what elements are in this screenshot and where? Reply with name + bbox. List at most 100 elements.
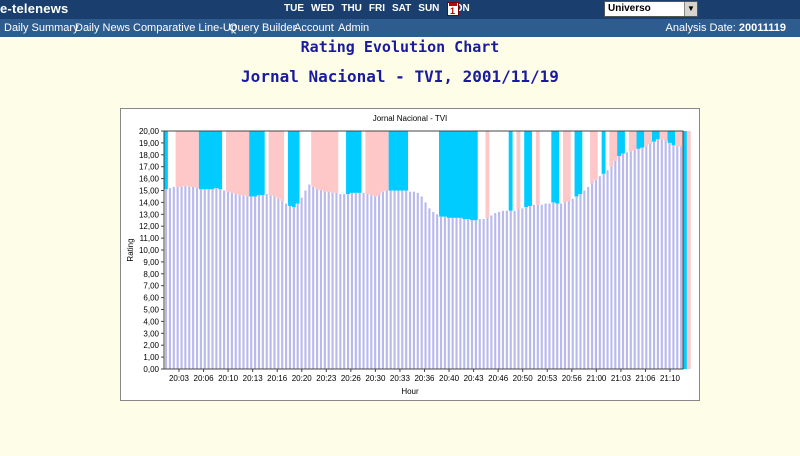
rating-bar bbox=[621, 153, 625, 369]
rating-bar bbox=[656, 139, 659, 369]
rating-bar bbox=[652, 141, 656, 369]
analysis-date: Analysis Date: 20011119 bbox=[666, 22, 787, 34]
rating-bar bbox=[583, 190, 586, 369]
x-tick-label: 20:06 bbox=[194, 374, 215, 383]
day-thu[interactable]: THU bbox=[341, 3, 362, 14]
rating-bar bbox=[556, 203, 559, 369]
y-tick-label: 5,00 bbox=[143, 306, 159, 315]
rating-bar bbox=[439, 216, 443, 369]
rating-bar bbox=[207, 189, 210, 369]
y-tick-label: 18,00 bbox=[139, 151, 160, 160]
rating-bar bbox=[265, 194, 268, 369]
rating-bar bbox=[598, 176, 601, 369]
rating-bar bbox=[428, 208, 431, 369]
rating-bar bbox=[629, 151, 632, 369]
rating-bar bbox=[633, 150, 636, 369]
x-tick-label: 20:16 bbox=[267, 374, 288, 383]
x-tick-label: 20:26 bbox=[341, 374, 362, 383]
day-sun[interactable]: SUN bbox=[418, 3, 440, 14]
rating-bar bbox=[660, 139, 663, 369]
rating-bar bbox=[292, 207, 295, 369]
x-tick-label: 20:30 bbox=[365, 374, 386, 383]
analysis-date-value: 20011119 bbox=[738, 22, 786, 34]
nav-daily-summary[interactable]: Daily Summary bbox=[4, 22, 79, 34]
day-selector: TUE WED THU FRI SAT SUN MON bbox=[284, 3, 470, 14]
y-tick-label: 1,00 bbox=[143, 353, 159, 362]
rating-bar bbox=[408, 191, 412, 369]
rating-bar bbox=[192, 186, 195, 369]
x-tick-label: 21:06 bbox=[635, 374, 656, 383]
y-tick-label: 9,00 bbox=[143, 258, 159, 267]
y-tick-label: 8,00 bbox=[143, 270, 159, 279]
nav-daily-news[interactable]: Daily News bbox=[75, 22, 131, 34]
rating-bar bbox=[339, 194, 342, 369]
rating-bar bbox=[242, 195, 245, 369]
rating-bar bbox=[331, 192, 334, 369]
rating-bar bbox=[316, 189, 319, 369]
rating-bar bbox=[281, 201, 284, 369]
rating-bar bbox=[226, 191, 230, 369]
calendar-icon[interactable]: 1 bbox=[447, 2, 459, 16]
y-tick-label: 4,00 bbox=[143, 317, 159, 326]
day-wed[interactable]: WED bbox=[311, 3, 335, 14]
page-title: Rating Evolution Chart bbox=[300, 38, 500, 56]
day-fri[interactable]: FRI bbox=[368, 3, 386, 14]
rating-bar bbox=[273, 196, 276, 369]
rating-bar bbox=[389, 190, 392, 369]
rating-bar bbox=[358, 192, 361, 369]
rating-bar bbox=[447, 217, 450, 369]
rating-bar bbox=[312, 186, 315, 369]
rating-bar bbox=[548, 203, 551, 369]
rating-bar bbox=[254, 196, 257, 369]
rating-bar bbox=[505, 210, 508, 369]
rating-bar bbox=[238, 195, 241, 369]
rating-bar bbox=[199, 189, 202, 369]
rating-bar bbox=[188, 186, 191, 369]
rating-bar bbox=[366, 194, 369, 369]
rating-bar bbox=[594, 179, 598, 369]
nav-admin[interactable]: Admin bbox=[338, 22, 370, 34]
chart-panel: Jornal Nacional - TVI Rating Hour 0,00 1,… bbox=[120, 108, 700, 401]
rating-bars bbox=[164, 139, 684, 369]
calendar-ring bbox=[449, 3, 457, 6]
program-band bbox=[683, 131, 687, 369]
rating-bar bbox=[680, 146, 683, 369]
rating-bar bbox=[223, 190, 226, 369]
y-tick-label: 13,00 bbox=[139, 210, 160, 219]
rating-bar bbox=[412, 191, 415, 369]
rating-bar bbox=[215, 188, 218, 369]
y-tick-label: 20,00 bbox=[139, 127, 160, 136]
y-tick-label: 0,00 bbox=[143, 365, 159, 374]
day-sat[interactable]: SAT bbox=[392, 3, 412, 14]
rating-bar bbox=[319, 190, 323, 369]
rating-bar bbox=[184, 185, 187, 369]
rating-chart: Jornal Nacional - TVI Rating Hour 0,00 1,… bbox=[126, 114, 691, 396]
y-tick-label: 15,00 bbox=[139, 187, 160, 196]
rating-bar bbox=[641, 147, 644, 369]
rating-bar bbox=[288, 205, 292, 369]
rating-bar bbox=[172, 186, 175, 369]
rating-bar bbox=[327, 191, 330, 369]
rating-bar bbox=[432, 211, 435, 369]
universe-select[interactable]: Universo ▼ bbox=[604, 1, 698, 17]
x-tick-label: 20:33 bbox=[390, 374, 411, 383]
y-tick-label: 3,00 bbox=[143, 329, 159, 338]
rating-bar bbox=[625, 152, 629, 369]
rating-bar bbox=[482, 219, 485, 369]
rating-bar bbox=[285, 203, 288, 369]
chevron-down-icon[interactable]: ▼ bbox=[684, 2, 697, 16]
rating-bar bbox=[540, 204, 543, 369]
nav-account[interactable]: Account bbox=[294, 22, 334, 34]
y-tick-label: 14,00 bbox=[139, 198, 160, 207]
nav-query-builder[interactable]: Query Builder bbox=[229, 22, 297, 34]
rating-bar bbox=[405, 190, 408, 369]
rating-bar bbox=[532, 204, 536, 369]
day-tue[interactable]: TUE bbox=[284, 3, 304, 14]
rating-bar bbox=[563, 202, 567, 369]
rating-bar bbox=[672, 145, 675, 369]
nav-comparative-line-up[interactable]: Comparative Line-Up bbox=[133, 22, 237, 34]
rating-bar bbox=[571, 198, 574, 369]
rating-bar bbox=[517, 209, 520, 369]
rating-bar bbox=[560, 203, 563, 369]
app-logo[interactable]: e-telenews bbox=[0, 1, 69, 16]
